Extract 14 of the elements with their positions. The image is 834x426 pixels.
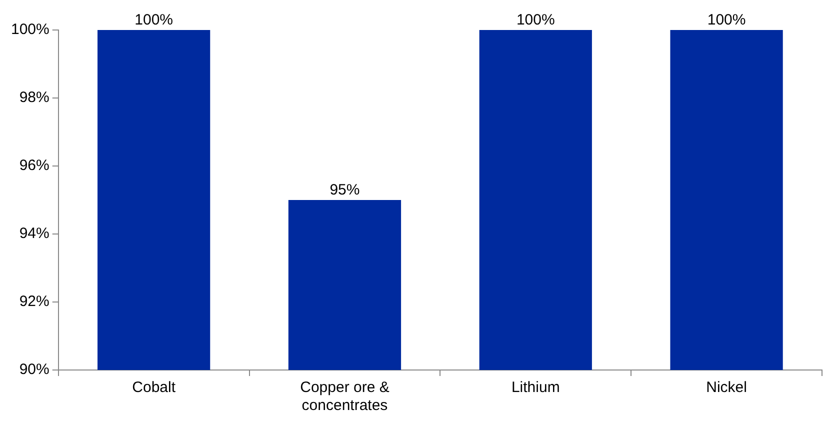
y-tick-label: 98%: [19, 89, 50, 106]
y-tick-label: 100%: [10, 21, 50, 38]
x-tick-label: Cobalt: [132, 379, 176, 396]
y-tick-label: 90%: [19, 361, 50, 378]
y-tick-label: 96%: [19, 157, 50, 174]
data-label: 100%: [516, 12, 555, 29]
x-tick-label: Copper ore & concentrates: [300, 379, 390, 414]
y-tick-label: 92%: [19, 293, 50, 310]
data-label: 95%: [330, 182, 360, 199]
x-tick-label: Lithium: [511, 379, 560, 396]
data-label: 100%: [707, 12, 746, 29]
y-tick-label: 94%: [19, 225, 50, 242]
x-tick-label: Nickel: [706, 379, 747, 396]
data-label: 100%: [134, 12, 174, 29]
